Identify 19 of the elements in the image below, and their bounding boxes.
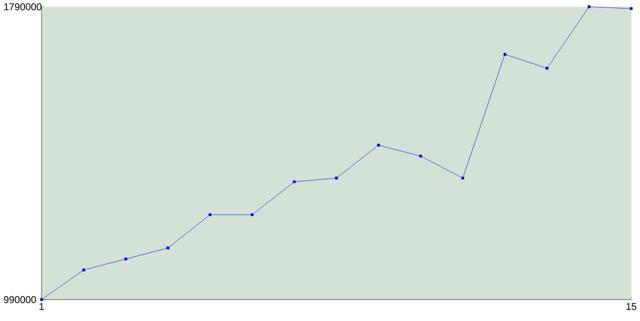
point (503, 52, 506, 56)
point (82, 268, 86, 272)
point (630, 7, 633, 10)
point (124, 257, 128, 260)
x-tick-label: 15 (626, 302, 636, 310)
y-tick-label: 990000 (4, 296, 36, 303)
y-tick-label: 1790000 (4, 3, 42, 10)
point (588, 5, 591, 8)
point (166, 246, 170, 250)
point (546, 66, 548, 70)
point (208, 213, 212, 216)
point (40, 298, 43, 301)
x-tick-label: 1 (40, 302, 44, 310)
point (377, 144, 380, 146)
point (292, 180, 296, 183)
point (419, 154, 422, 158)
point (461, 176, 464, 180)
point (250, 213, 254, 216)
point (335, 176, 338, 180)
